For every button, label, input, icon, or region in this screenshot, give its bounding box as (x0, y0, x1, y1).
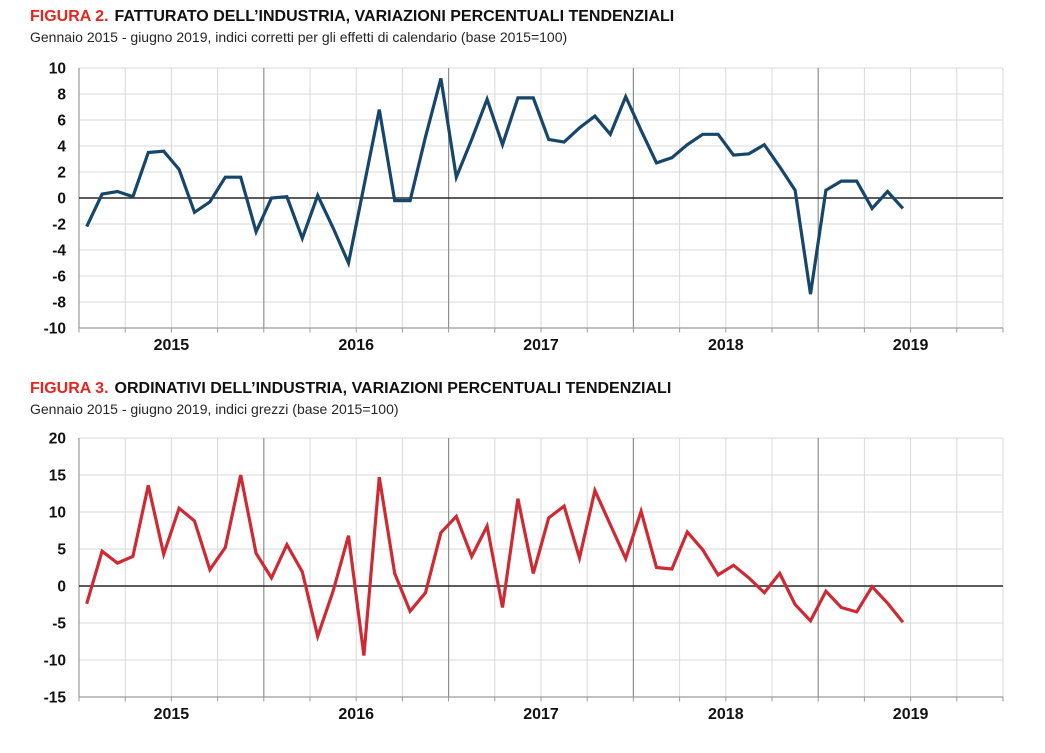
figure2-subtitle: Gennaio 2015 - giugno 2019, indici corre… (30, 29, 568, 45)
y-tick-label: 10 (49, 505, 66, 522)
figure2-label: FIGURA 2. (30, 8, 109, 25)
y-tick-label: -6 (52, 269, 66, 286)
figure3-label: FIGURA 3. (30, 380, 109, 397)
y-tick-label: 2 (57, 165, 66, 182)
y-tick-label: 0 (57, 191, 66, 208)
x-year-label: 2017 (523, 337, 559, 354)
x-year-label: 2015 (154, 337, 190, 354)
x-year-label: 2016 (338, 706, 374, 723)
ordinativi-series-line (85, 474, 905, 656)
figure2-title: FATTURATO DELL’INDUSTRIA, VARIAZIONI PER… (114, 8, 675, 25)
y-tick-label: -10 (44, 653, 66, 670)
y-tick-label: -2 (52, 217, 66, 234)
figure3-title-row: FIGURA 3. ORDINATIVI DELL’INDUSTRIA, VARI… (30, 380, 671, 398)
x-year-label: 2019 (893, 337, 929, 354)
y-tick-label: -10 (44, 321, 66, 338)
figure3-header: FIGURA 3. ORDINATIVI DELL’INDUSTRIA, VARI… (30, 380, 671, 417)
figure3-subtitle: Gennaio 2015 - giugno 2019, indici grezz… (30, 401, 399, 417)
y-tick-label: 8 (57, 87, 66, 104)
x-year-label: 2016 (338, 337, 374, 354)
figure2-title-row: FIGURA 2. FATTURATO DELL’INDUSTRIA, VARIA… (30, 8, 674, 26)
y-tick-label: 4 (57, 139, 66, 156)
y-tick-label: 6 (57, 113, 66, 130)
x-year-label: 2019 (893, 706, 929, 723)
y-tick-label: -4 (52, 243, 66, 260)
x-year-label: 2015 (154, 706, 190, 723)
x-year-label: 2017 (523, 706, 559, 723)
x-year-label: 2018 (708, 337, 744, 354)
y-tick-label: 5 (57, 542, 66, 559)
figure3-title: ORDINATIVI DELL’INDUSTRIA, VARIAZIONI PE… (114, 380, 672, 397)
figure2-header: FIGURA 2. FATTURATO DELL’INDUSTRIA, VARIA… (30, 8, 674, 45)
fatturato-series-line (85, 77, 905, 295)
x-year-label: 2018 (708, 706, 744, 723)
y-tick-label: -5 (52, 616, 66, 633)
y-tick-label: 20 (49, 431, 66, 448)
y-tick-label: 15 (49, 468, 67, 485)
y-tick-label: 0 (57, 579, 66, 596)
y-tick-label: -15 (44, 690, 67, 707)
y-tick-label: 10 (49, 61, 66, 78)
figure2-chart: 10 8 6 4 2 0 -2 -4 -6 -8 -10 2015 2016 2017 2018 2019 (44, 61, 1004, 354)
y-tick-label: -8 (52, 295, 66, 312)
